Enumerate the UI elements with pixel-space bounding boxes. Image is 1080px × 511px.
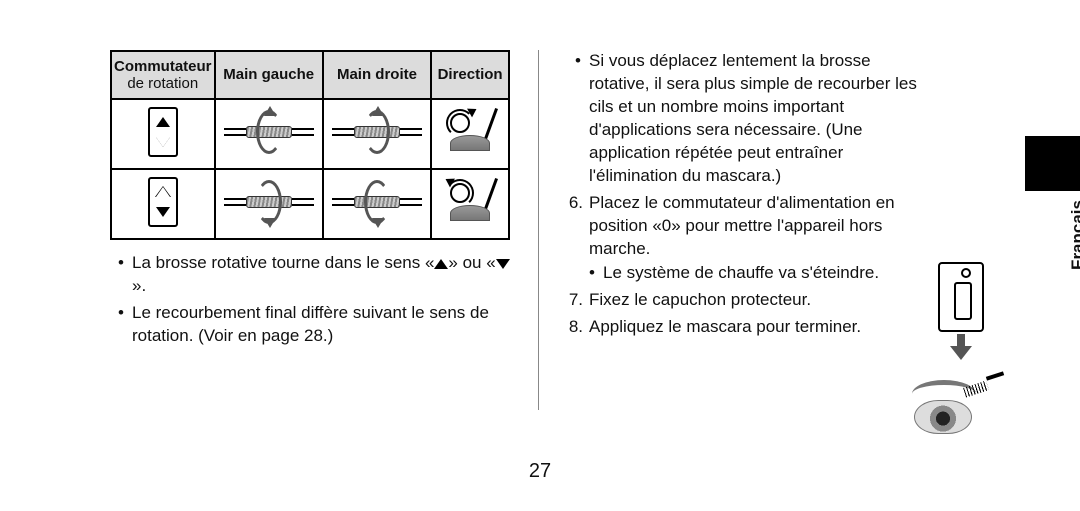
arrow-down-icon — [952, 334, 970, 358]
th-line1: Commutateur — [114, 58, 212, 75]
text: La brosse rotative tourne dans le sens « — [132, 253, 434, 272]
step-num: 7. — [557, 289, 583, 312]
bullet-slow-move: Si vous déplacez lentement la brosse rot… — [557, 50, 930, 188]
text: » ou « — [448, 253, 495, 272]
step-text: Appliquez le mascara pour terminer. — [589, 317, 861, 336]
cell-dir-down — [431, 169, 509, 239]
bullet-rotation-sense: La brosse rotative tourne dans le sens «… — [118, 252, 510, 298]
th-rotation-switch: Commutateur de rotation — [111, 51, 215, 99]
triangle-up-icon — [434, 259, 448, 269]
step-num: 8. — [557, 316, 583, 339]
brush-rotate-icon — [332, 110, 422, 154]
power-off-figure — [934, 262, 988, 362]
zero-icon — [961, 268, 971, 278]
table-row — [111, 169, 509, 239]
eye-direction-icon — [440, 177, 500, 227]
step-text: Placez le commutateur d'alimentation en … — [589, 193, 895, 258]
cell-left-down — [215, 169, 323, 239]
th-right-hand: Main droite — [323, 51, 431, 99]
column-divider — [538, 50, 539, 410]
cell-right-up — [323, 99, 431, 169]
steps-list: 6. Placez le commutateur d'alimentation … — [557, 192, 930, 340]
mascara-eye-figure — [914, 374, 1004, 434]
step-text: Fixez le capuchon protecteur. — [589, 290, 811, 309]
cell-right-down — [323, 169, 431, 239]
th-left-hand: Main gauche — [215, 51, 323, 99]
language-tab: Français — [1068, 200, 1080, 270]
bullet-curl-differs: Le recourbement final diffère suivant le… — [118, 302, 510, 348]
cell-switch-down — [111, 169, 215, 239]
cell-switch-up — [111, 99, 215, 169]
page-number: 27 — [0, 460, 1080, 483]
left-bullets: La brosse rotative tourne dans le sens «… — [110, 252, 510, 348]
step-7: 7. Fixez le capuchon protecteur. — [557, 289, 930, 312]
cell-dir-up — [431, 99, 509, 169]
th-direction: Direction — [431, 51, 509, 99]
step-num: 6. — [557, 192, 583, 215]
step6-sub: Le système de chauffe va s'éteindre. — [589, 262, 930, 285]
brush-rotate-icon — [332, 180, 422, 224]
right-column: Si vous déplacez lentement la brosse rot… — [557, 50, 1040, 410]
table-row — [111, 99, 509, 169]
eye-direction-icon — [440, 107, 500, 157]
step-6: 6. Placez le commutateur d'alimentation … — [557, 192, 930, 286]
step-8: 8. Appliquez le mascara pour terminer. — [557, 316, 930, 339]
rotation-table: Commutateur de rotation Main gauche Main… — [110, 50, 510, 240]
brush-rotate-icon — [224, 110, 314, 154]
brush-rotate-icon — [224, 180, 314, 224]
left-column: Commutateur de rotation Main gauche Main… — [110, 50, 520, 410]
cell-left-up — [215, 99, 323, 169]
edge-tab-marker — [1025, 136, 1080, 191]
triangle-down-icon — [496, 259, 510, 269]
th-line2: de rotation — [127, 75, 198, 92]
rotation-switch-down-icon — [148, 177, 178, 227]
text: ». — [132, 276, 146, 295]
rotation-switch-up-icon — [148, 107, 178, 157]
